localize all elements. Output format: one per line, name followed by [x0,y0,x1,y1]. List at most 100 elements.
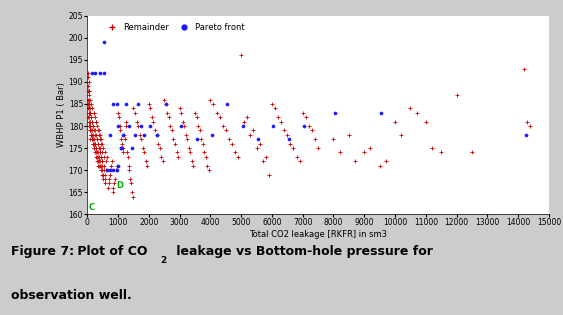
Point [93,150,102,155]
Point [121,119,130,124]
Point [84,110,93,115]
Text: observation well.: observation well. [11,289,132,302]
Point [125,168,134,173]
Point [84,88,93,93]
Point [97,154,106,159]
Point [114,110,123,115]
Point [267,101,276,106]
Point [164,115,173,120]
Text: leakage vs Bottom-hole pressure for: leakage vs Bottom-hole pressure for [172,245,432,258]
Point [106,168,115,173]
Point [366,146,375,151]
Point [92,154,101,159]
Point [129,106,138,111]
Point [88,141,97,146]
Point [84,93,93,98]
Point [117,146,126,151]
Point [192,137,201,142]
Point [86,128,95,133]
Point [204,168,213,173]
Point [194,123,203,129]
Legend: Remainder, Pareto front: Remainder, Pareto front [101,20,248,36]
Point [91,150,100,155]
Point [106,172,115,177]
Point [314,146,323,151]
Point [114,115,123,120]
Point [97,172,106,177]
Point [183,137,192,142]
Point [155,146,164,151]
Text: D: D [117,181,123,190]
Point [143,163,152,168]
Point [87,119,96,124]
Point [240,119,249,124]
Point [124,123,133,129]
Point [84,115,93,120]
Point [91,119,100,124]
Point [86,132,95,137]
Point [329,137,338,142]
Point [93,141,102,146]
Point [198,141,207,146]
Point [83,71,92,76]
Point [90,146,99,151]
Point [91,115,100,120]
Point [85,119,94,124]
Point [109,168,118,173]
Point [97,163,106,168]
Point [269,123,278,129]
Point [86,132,95,137]
Point [93,159,102,164]
Point [131,110,140,115]
Point [284,137,293,142]
Point [521,132,530,137]
Point [92,137,101,142]
Point [150,128,159,133]
Point [91,71,100,76]
Point [96,137,105,142]
Point [121,101,130,106]
Point [88,119,97,124]
Point [108,190,117,195]
Point [122,123,131,129]
Point [101,176,110,181]
Point [138,146,147,151]
Point [86,128,95,133]
Point [298,110,307,115]
Point [93,159,102,164]
Point [95,146,104,151]
Point [96,141,105,146]
Point [96,159,105,164]
Point [117,141,126,146]
Point [93,128,102,133]
Point [111,168,120,173]
Point [255,141,264,146]
Point [84,101,93,106]
Point [95,159,104,164]
Point [90,137,99,142]
Point [88,132,97,137]
Point [97,168,106,173]
Point [154,141,163,146]
Point [100,163,109,168]
Point [112,168,121,173]
Point [117,137,126,142]
Point [218,123,227,129]
Point [230,150,239,155]
Point [109,185,118,190]
Point [92,146,101,151]
Point [85,119,94,124]
Point [98,150,107,155]
Point [84,84,93,89]
Point [146,123,155,129]
Text: Figure 7:: Figure 7: [11,245,74,258]
Point [119,150,128,155]
Point [406,106,415,111]
Point [307,128,316,133]
Point [234,154,243,159]
Point [100,40,109,45]
Point [110,181,119,186]
Point [84,106,93,111]
Point [92,137,101,142]
Point [523,119,532,124]
